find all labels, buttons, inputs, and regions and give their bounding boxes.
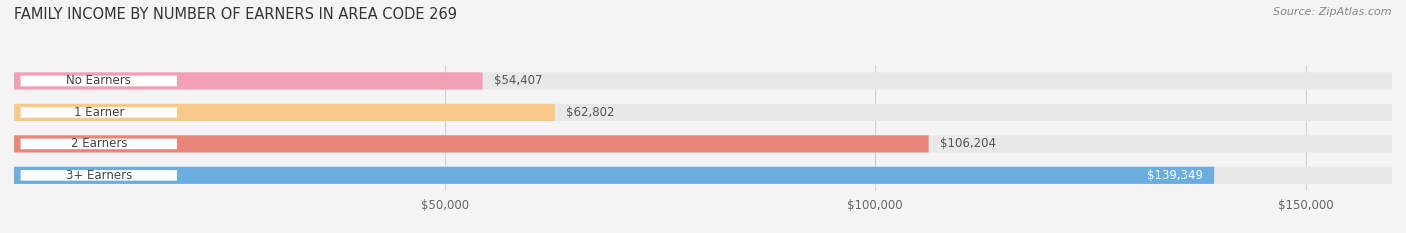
Text: Source: ZipAtlas.com: Source: ZipAtlas.com [1274, 7, 1392, 17]
FancyBboxPatch shape [20, 137, 179, 150]
Text: 3+ Earners: 3+ Earners [66, 169, 132, 182]
FancyBboxPatch shape [20, 106, 179, 119]
FancyBboxPatch shape [14, 167, 1215, 184]
Text: FAMILY INCOME BY NUMBER OF EARNERS IN AREA CODE 269: FAMILY INCOME BY NUMBER OF EARNERS IN AR… [14, 7, 457, 22]
Text: $62,802: $62,802 [567, 106, 614, 119]
Text: $54,407: $54,407 [494, 75, 543, 87]
FancyBboxPatch shape [14, 104, 1392, 121]
Text: 1 Earner: 1 Earner [73, 106, 124, 119]
Text: $139,349: $139,349 [1147, 169, 1204, 182]
FancyBboxPatch shape [20, 169, 179, 182]
Text: No Earners: No Earners [66, 75, 131, 87]
FancyBboxPatch shape [14, 72, 482, 89]
FancyBboxPatch shape [20, 75, 179, 87]
FancyBboxPatch shape [14, 167, 1392, 184]
FancyBboxPatch shape [14, 135, 928, 152]
FancyBboxPatch shape [14, 72, 1392, 89]
Text: 2 Earners: 2 Earners [70, 137, 127, 150]
Text: $106,204: $106,204 [939, 137, 995, 150]
FancyBboxPatch shape [14, 135, 1392, 152]
FancyBboxPatch shape [14, 104, 555, 121]
